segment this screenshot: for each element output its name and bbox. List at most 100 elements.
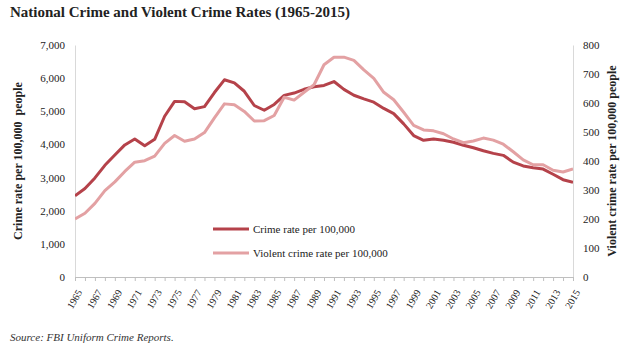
- x-tick-label: 2011: [523, 288, 542, 311]
- x-tick-mark: [165, 277, 166, 281]
- y2-tick: 100: [573, 242, 600, 254]
- x-tick: [244, 277, 245, 281]
- y2-tick-label: 300: [583, 184, 600, 196]
- chart: National Crime and Violent Crime Rates (…: [0, 0, 631, 350]
- x-tick-mark: [234, 277, 235, 281]
- x-tick-mark: [155, 277, 156, 281]
- x-tick: [404, 277, 405, 281]
- x-tick-label: 1969: [105, 288, 125, 311]
- x-tick: [324, 277, 325, 281]
- y2-tick: 300: [573, 184, 600, 196]
- x-tick-mark: [424, 277, 425, 281]
- x-tick-label: 1983: [244, 288, 264, 311]
- series-line: [75, 80, 573, 196]
- x-tick-label: 1965: [65, 288, 85, 311]
- x-tick-mark: [105, 277, 106, 281]
- x-tick-mark: [563, 277, 564, 281]
- y2-tick-label: 500: [583, 126, 600, 138]
- x-tick-mark: [294, 277, 295, 281]
- x-tick-mark: [304, 277, 305, 281]
- x-tick-mark: [135, 277, 136, 281]
- legend-swatch: [213, 228, 249, 231]
- x-tick: 2007: [483, 277, 503, 311]
- x-tick-label: 1971: [125, 288, 145, 311]
- x-tick: 1973: [144, 277, 164, 311]
- x-tick: [125, 277, 126, 281]
- x-tick-mark: [244, 277, 245, 281]
- x-tick: 1969: [105, 277, 125, 311]
- y-tick: 2,000: [40, 205, 75, 217]
- x-tick-mark: [523, 277, 524, 281]
- x-tick-mark: [284, 277, 285, 281]
- x-tick: [364, 277, 365, 281]
- y2-tick: 500: [573, 126, 600, 138]
- x-tick: 2009: [503, 277, 523, 311]
- x-tick-label: 1989: [304, 288, 324, 311]
- y-tick: 6,000: [40, 72, 75, 84]
- x-tick-mark: [503, 277, 504, 281]
- x-tick-mark: [145, 277, 146, 281]
- x-tick-mark: [115, 277, 116, 281]
- x-tick: [463, 277, 464, 281]
- x-tick-mark: [324, 277, 325, 281]
- x-tick-mark: [95, 277, 96, 281]
- x-tick: [344, 277, 345, 281]
- y-tick-label: 2,000: [40, 205, 65, 217]
- y-tick-label: 7,000: [40, 39, 65, 51]
- x-tick: [224, 277, 225, 281]
- y-tick: 3,000: [40, 172, 75, 184]
- y-tick: 0: [60, 271, 76, 283]
- x-tick-label: 1999: [403, 288, 423, 311]
- x-tick: 2001: [423, 277, 443, 311]
- x-tick: 1977: [184, 277, 204, 311]
- plot-area: [75, 57, 573, 219]
- x-tick-mark: [204, 277, 205, 281]
- y-tick: 7,000: [40, 39, 75, 51]
- y-axis-title: Crime rate per 100,000 people: [11, 81, 25, 239]
- y-tick-label: 6,000: [40, 72, 65, 84]
- x-tick-mark: [254, 277, 255, 281]
- y2-tick-label: 0: [583, 271, 589, 283]
- x-tick-label: 2007: [483, 288, 503, 311]
- x-tick: [483, 277, 484, 281]
- x-tick-mark: [573, 277, 574, 281]
- x-tick: 1993: [344, 277, 364, 311]
- y2-tick: 800: [573, 39, 600, 51]
- x-tick: 1983: [244, 277, 264, 311]
- x-tick-mark: [543, 277, 544, 281]
- y2-tick: 400: [573, 155, 600, 167]
- x-tick-label: 1977: [184, 288, 204, 311]
- x-tick-mark: [214, 277, 215, 281]
- y2-tick-label: 800: [583, 39, 600, 51]
- x-tick-mark: [434, 277, 435, 281]
- title: National Crime and Violent Crime Rates (…: [10, 4, 350, 21]
- x-tick-mark: [175, 277, 176, 281]
- y-axis-line: [75, 46, 76, 278]
- x-tick: [165, 277, 166, 281]
- y-tick-label: 0: [60, 271, 66, 283]
- x-tick-mark: [75, 277, 76, 281]
- x-tick-label: 2009: [503, 288, 523, 311]
- x-tick: 1965: [65, 277, 85, 311]
- x-tick-label: 2001: [423, 288, 443, 311]
- x-tick-label: 1991: [324, 288, 344, 311]
- x-tick-label: 1985: [264, 288, 284, 311]
- x-tick-mark: [533, 277, 534, 281]
- legend: Crime rate per 100,000Violent crime rate…: [213, 223, 388, 259]
- x-tick-mark: [553, 277, 554, 281]
- x-tick: 2011: [523, 277, 542, 310]
- x-tick-mark: [85, 277, 86, 281]
- y-tick: 1,000: [40, 238, 75, 250]
- y2-tick-label: 100: [583, 242, 600, 254]
- x-tick-mark: [404, 277, 405, 281]
- x-tick-label: 1973: [144, 288, 164, 311]
- y2-axis-title: Violent crime rate per 100,000 people: [605, 65, 619, 257]
- legend-label: Crime rate per 100,000: [253, 223, 356, 235]
- x-tick: 1997: [384, 277, 404, 311]
- x-tick: 2013: [543, 277, 563, 311]
- x-tick-mark: [354, 277, 355, 281]
- x-tick: [304, 277, 305, 281]
- x-tick-mark: [374, 277, 375, 281]
- x-tick: 1995: [364, 277, 384, 311]
- x-tick: 1971: [125, 277, 145, 311]
